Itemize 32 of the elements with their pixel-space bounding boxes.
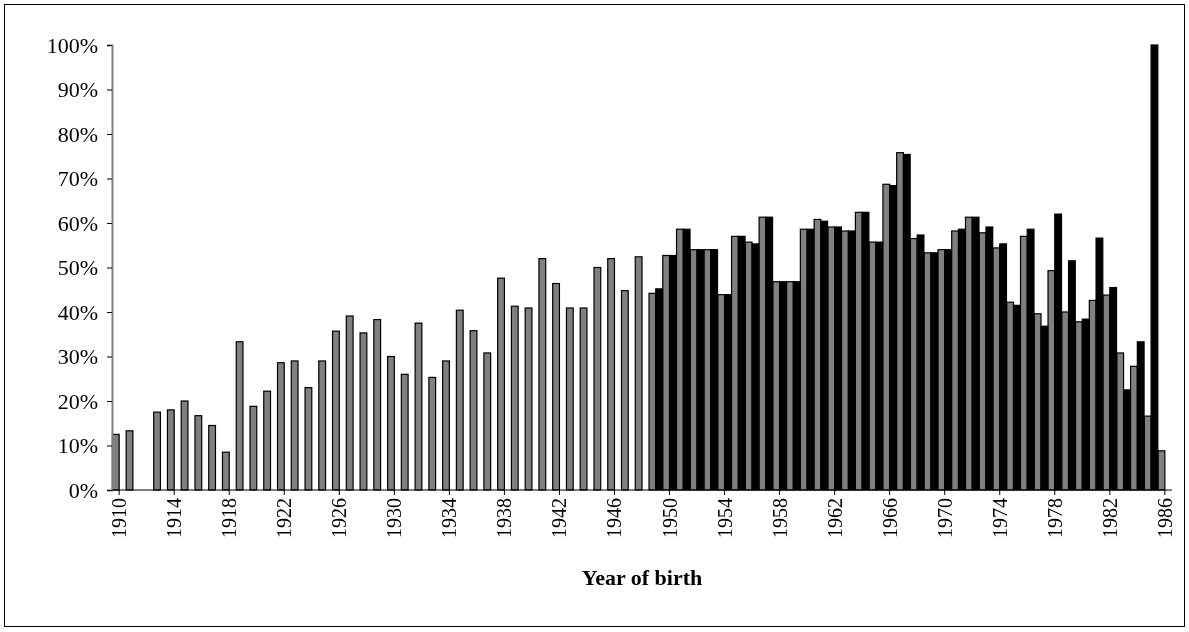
x-tick-label: 1970 bbox=[933, 498, 956, 538]
y-tick-label: 70% bbox=[57, 166, 98, 192]
x-tick-label: 1922 bbox=[273, 498, 296, 538]
x-tick-label: 1950 bbox=[658, 498, 681, 538]
x-tick-label: 1910 bbox=[108, 498, 131, 538]
x-tick-label: 1978 bbox=[1043, 498, 1066, 538]
y-tick-label: 0% bbox=[68, 477, 98, 503]
x-tick-label: 1958 bbox=[768, 498, 791, 538]
x-axis-title: Year of birth bbox=[581, 565, 703, 590]
y-tick-label: 40% bbox=[57, 299, 98, 325]
x-tick-label: 1974 bbox=[988, 498, 1011, 538]
y-tick-label: 50% bbox=[57, 255, 98, 281]
x-tick-label: 1934 bbox=[438, 498, 461, 538]
x-tick-label: 1986 bbox=[1153, 498, 1176, 538]
y-tick-label: 10% bbox=[57, 433, 98, 459]
x-tick-label: 1982 bbox=[1098, 498, 1121, 538]
y-tick-label: 60% bbox=[57, 210, 98, 236]
y-tick-label: 90% bbox=[57, 77, 98, 103]
x-tick-label: 1962 bbox=[823, 498, 846, 538]
y-tick-label: 100% bbox=[46, 32, 98, 58]
y-tick-label: 80% bbox=[57, 121, 98, 147]
x-tick-label: 1914 bbox=[163, 498, 186, 538]
x-tick-label: 1954 bbox=[713, 498, 736, 538]
x-tick-label: 1966 bbox=[878, 498, 901, 538]
x-tick-label: 1918 bbox=[218, 498, 241, 538]
y-tick-label: 30% bbox=[57, 344, 98, 370]
y-tick-label: 20% bbox=[57, 388, 98, 414]
x-tick-label: 1938 bbox=[493, 498, 516, 538]
x-tick-label: 1946 bbox=[603, 498, 626, 538]
x-tick-label: 1942 bbox=[548, 498, 571, 538]
x-tick-label: 1930 bbox=[383, 498, 406, 538]
x-tick-label: 1926 bbox=[328, 498, 351, 538]
